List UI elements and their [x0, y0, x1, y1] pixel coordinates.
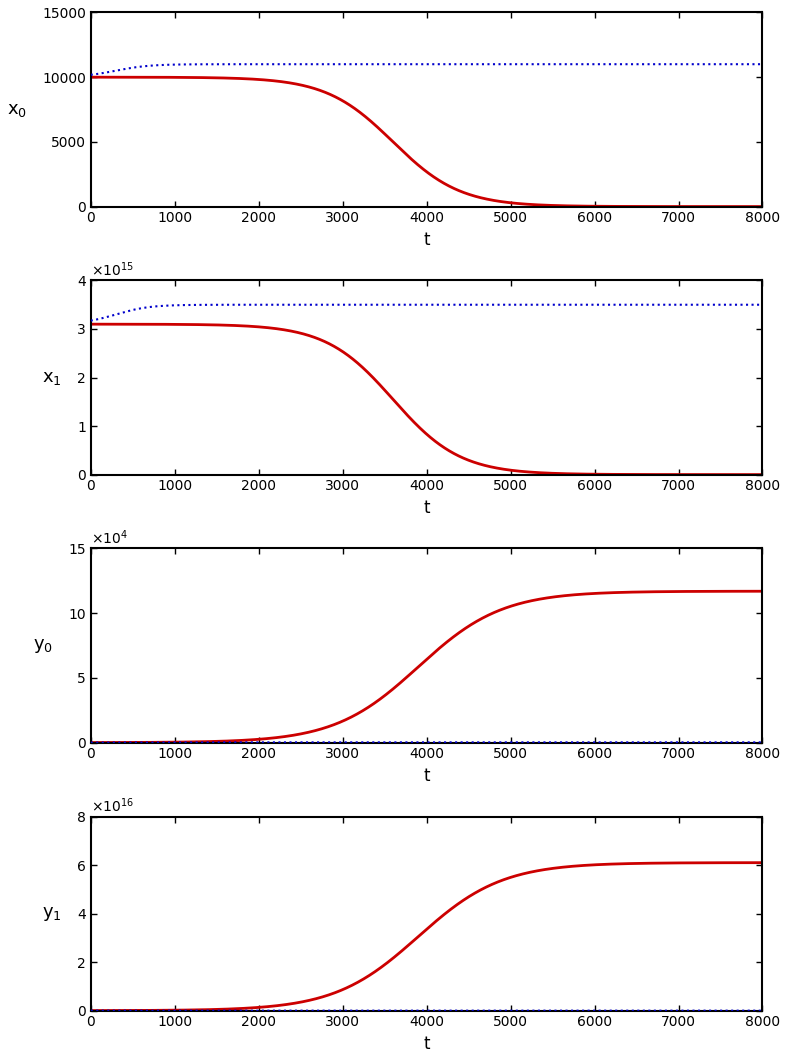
X-axis label: t: t — [423, 231, 430, 249]
X-axis label: t: t — [423, 767, 430, 785]
Text: $\times 10^{15}$: $\times 10^{15}$ — [91, 260, 134, 279]
Text: $\times 10^{16}$: $\times 10^{16}$ — [91, 796, 134, 814]
Text: $\times 10^{4}$: $\times 10^{4}$ — [91, 528, 127, 547]
X-axis label: t: t — [423, 499, 430, 517]
X-axis label: t: t — [423, 1035, 430, 1053]
Y-axis label: y$_1$: y$_1$ — [42, 904, 62, 922]
Y-axis label: y$_0$: y$_0$ — [33, 637, 54, 655]
Y-axis label: x$_1$: x$_1$ — [42, 369, 62, 387]
Y-axis label: x$_0$: x$_0$ — [7, 101, 27, 119]
